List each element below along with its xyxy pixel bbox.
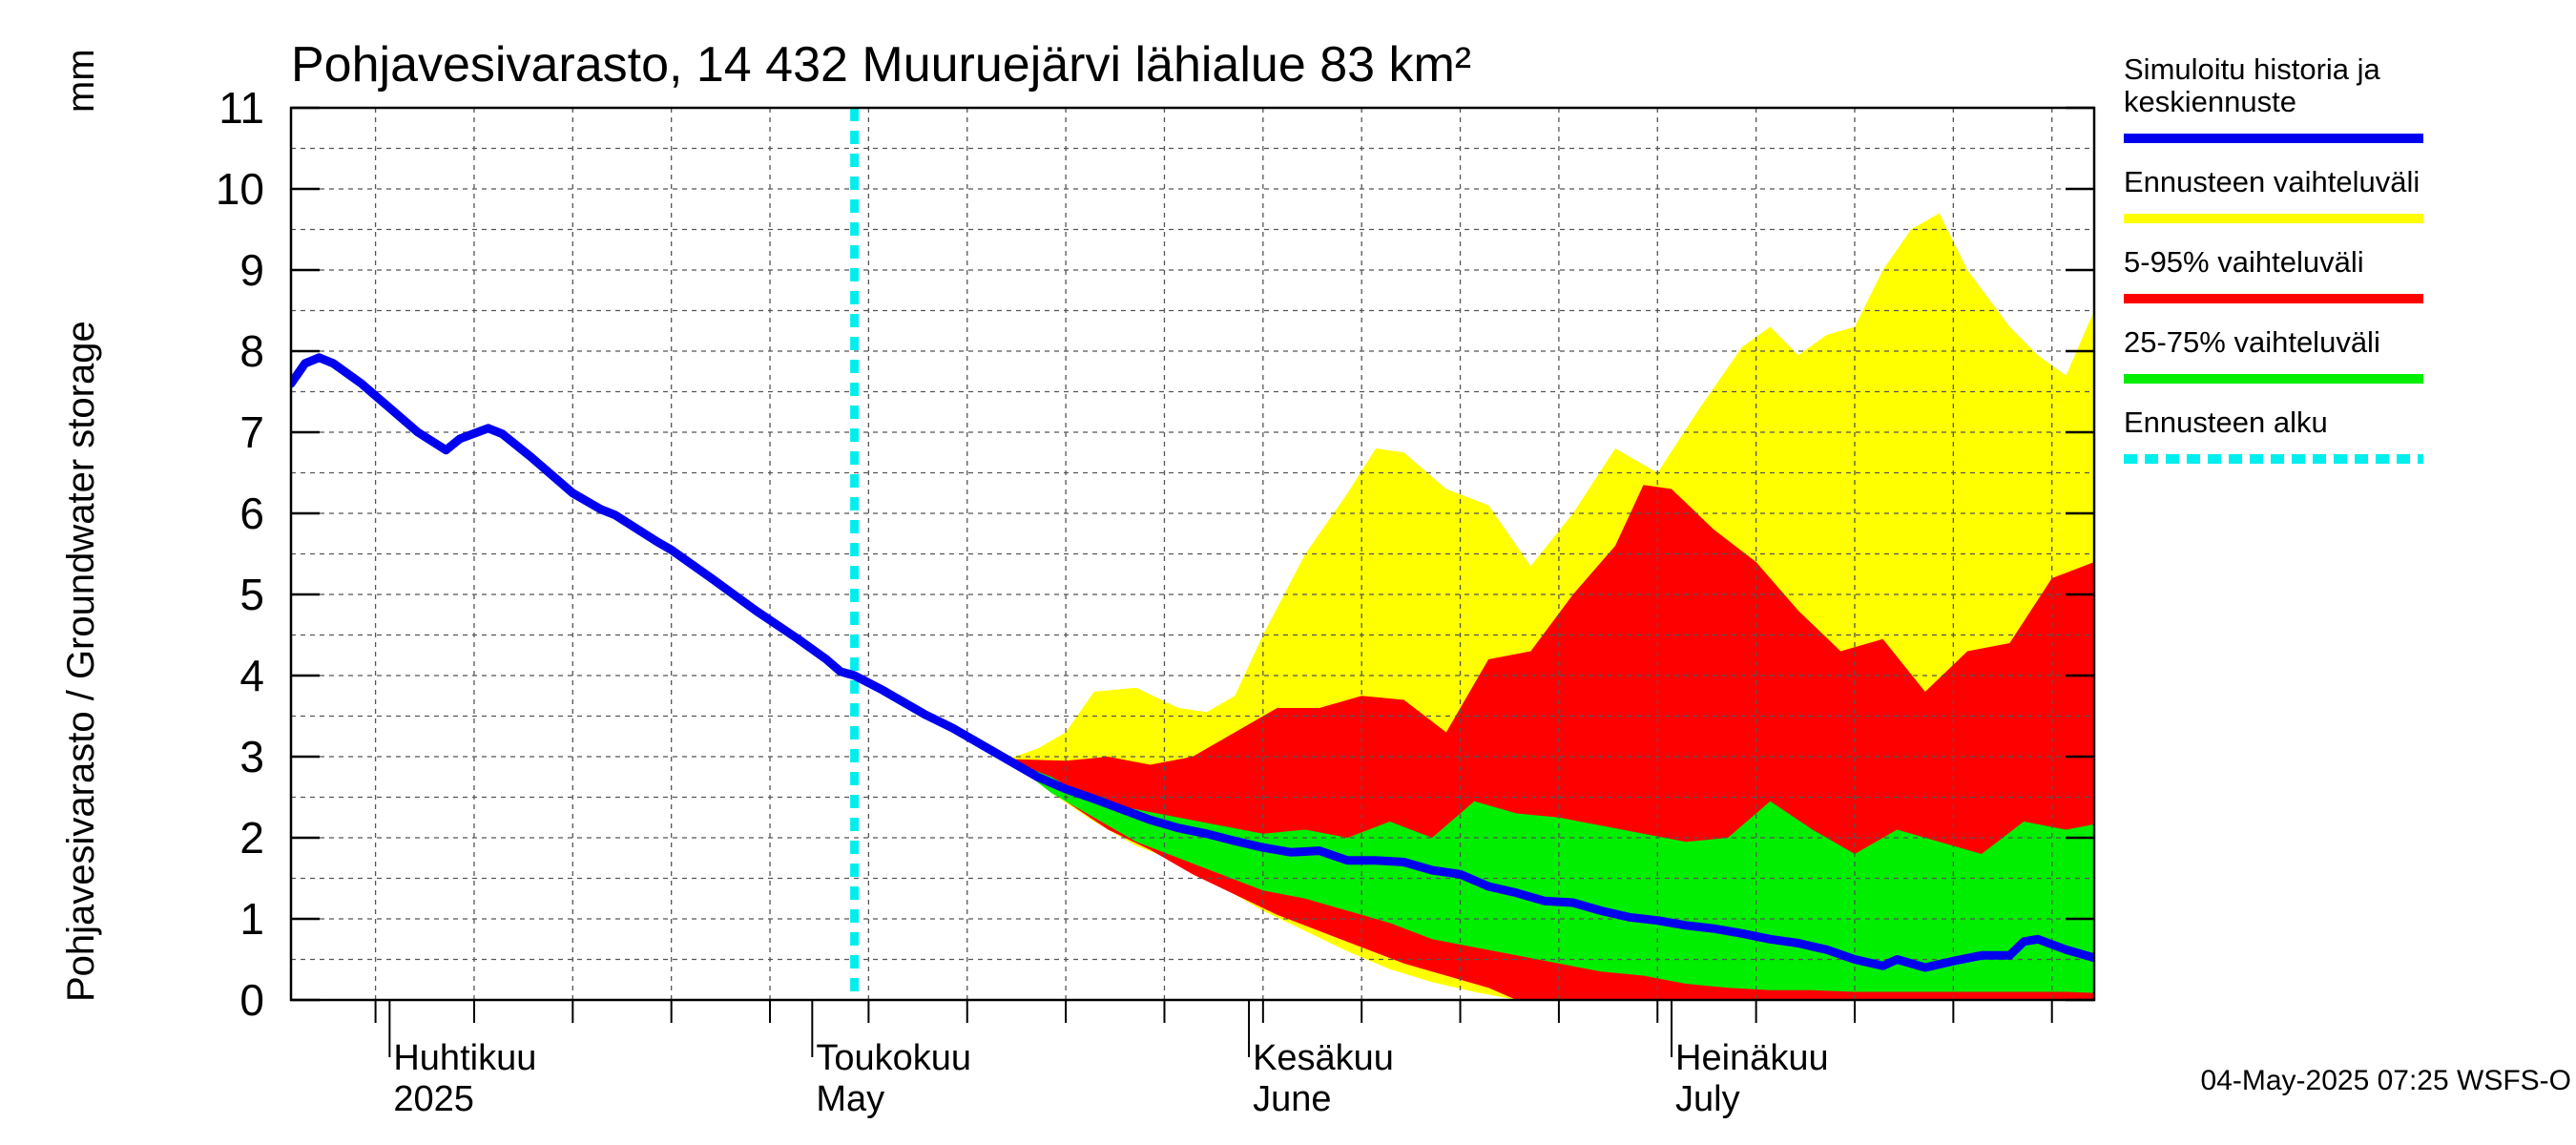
x-month-label: Toukokuu (816, 1038, 971, 1078)
y-tick-label: 9 (239, 245, 264, 295)
chart-title: Pohjavesivarasto, 14 432 Muuruejärvi läh… (291, 37, 1471, 93)
plot-frame (289, 106, 2096, 1002)
y-tick-label: 4 (239, 651, 264, 700)
legend-label: Simuloitu historia ja (2124, 52, 2381, 86)
footer-timestamp: 04-May-2025 07:25 WSFS-O (2201, 1065, 2572, 1096)
y-tick-label: 7 (239, 407, 264, 457)
series-lines (291, 108, 2094, 1000)
y-tick-label: 6 (239, 489, 264, 538)
y-axis-unit: mm (60, 49, 102, 113)
forecast-bands (1009, 213, 2094, 1000)
y-tick-label: 10 (216, 164, 264, 214)
legend-label: keskiennuste (2124, 85, 2296, 118)
axes (289, 106, 2096, 1002)
x-month-sublabel: July (1675, 1079, 1740, 1119)
grid (291, 108, 2094, 1000)
x-month-sublabel: June (1253, 1079, 1331, 1119)
y-axis-label: Pohjavesivarasto / Groundwater storage (60, 321, 102, 1002)
y-tick-label: 1 (239, 894, 264, 944)
y-tick-label: 3 (239, 732, 264, 781)
y-tick-label: 8 (239, 326, 264, 376)
x-month-sublabel: 2025 (393, 1079, 474, 1119)
legend-label: 5-95% vaihteluväli (2124, 245, 2364, 279)
legend-label: Ennusteen alku (2124, 406, 2328, 439)
x-month-sublabel: May (816, 1079, 884, 1119)
legend-label: 25-75% vaihteluväli (2124, 325, 2380, 359)
mean-forecast-line (291, 353, 2094, 972)
p25-75-band (1009, 760, 2094, 993)
y-tick-label: 11 (218, 83, 264, 133)
x-month-label: Heinäkuu (1675, 1038, 1829, 1078)
legend-label: Ennusteen vaihteluväli (2124, 165, 2420, 198)
y-tick-label: 5 (239, 570, 264, 619)
x-month-label: Huhtikuu (393, 1038, 536, 1078)
y-tick-label: 0 (239, 975, 264, 1025)
y-tick-label: 2 (239, 813, 264, 863)
x-month-label: Kesäkuu (1253, 1038, 1394, 1078)
y-ticks: 0 1 2 3 4 5 6 7 8 9 10 11 (216, 83, 2094, 1025)
